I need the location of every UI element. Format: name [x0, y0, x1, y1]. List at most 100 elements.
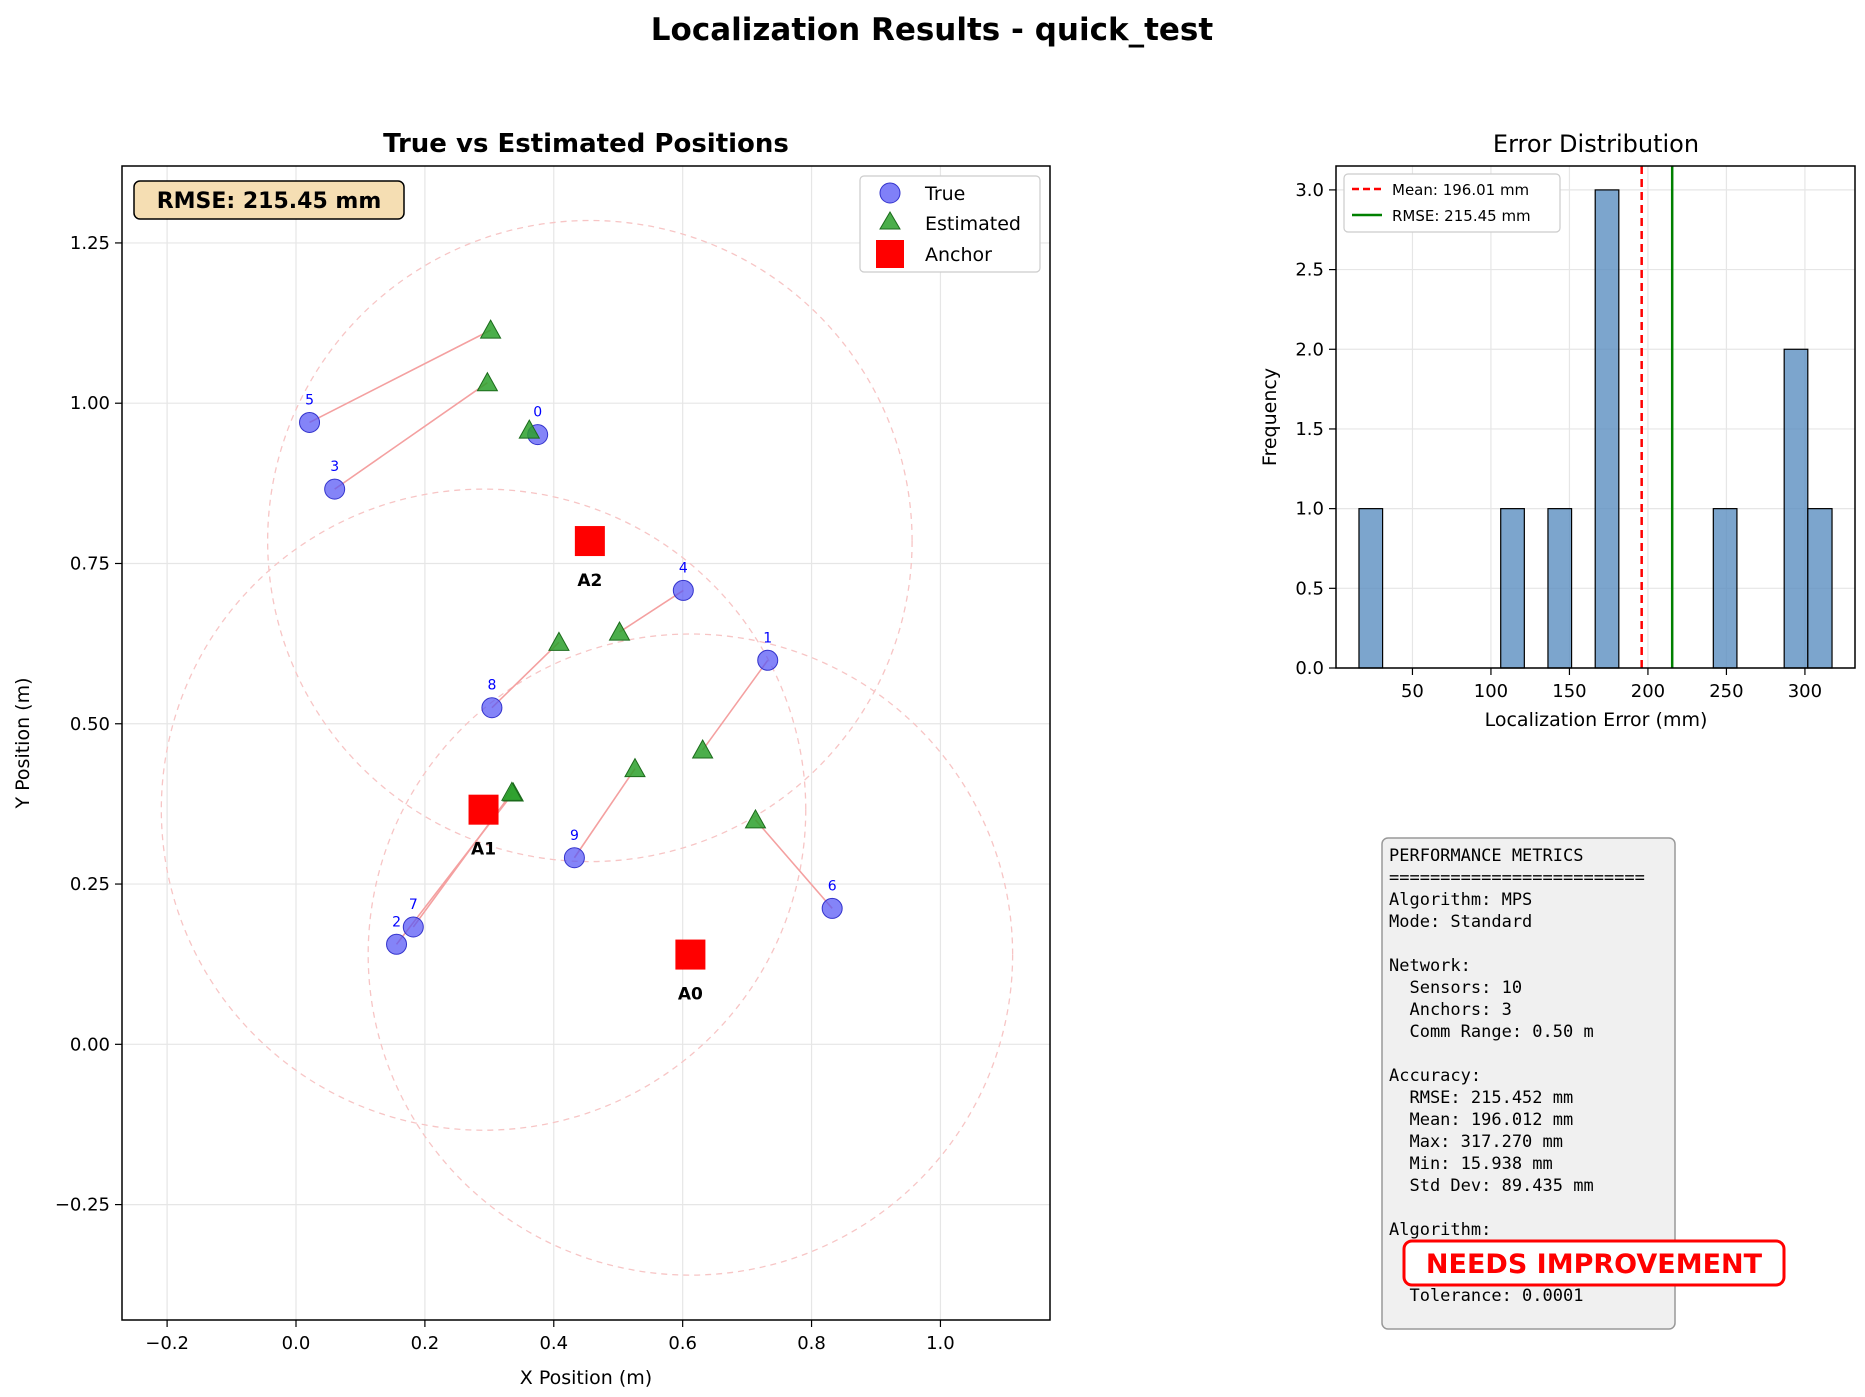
estimated-position-marker	[691, 739, 714, 759]
metrics-line: Tolerance: 0.0001	[1389, 1286, 1583, 1306]
anchor-marker	[574, 526, 605, 557]
x-tick-label: 250	[1709, 681, 1743, 702]
histogram-legend: Mean: 196.01 mm RMSE: 215.45 mm	[1343, 173, 1561, 233]
rmse-annotation-text: RMSE: 215.45 mm	[157, 189, 382, 214]
metrics-line: Algorithm: MPS	[1389, 890, 1532, 910]
y-tick-label: 0.75	[70, 553, 110, 574]
metrics-line: Mode: Standard	[1389, 912, 1532, 932]
histogram-bar	[1547, 508, 1573, 669]
x-tick-label: 0.0	[282, 1333, 311, 1354]
estimated-position-marker	[518, 419, 541, 439]
error-link	[701, 659, 769, 751]
x-tick-label: 300	[1788, 681, 1822, 702]
scatter-grid	[122, 166, 1050, 1320]
comm-range-circle	[266, 219, 913, 863]
metrics-line: Anchors: 3	[1389, 1000, 1512, 1020]
legend-true-marker	[879, 182, 901, 204]
histogram-bar	[1712, 508, 1738, 669]
true-position-marker	[757, 649, 779, 671]
metrics-line: Mean: 196.012 mm	[1389, 1110, 1573, 1130]
y-tick-label: 0.50	[70, 714, 110, 735]
x-tick-label: 50	[1401, 681, 1424, 702]
scatter-x-label: X Position (m)	[520, 1367, 652, 1389]
legend-true-label: True	[924, 183, 965, 205]
metrics-text: PERFORMANCE METRICS=====================…	[1389, 846, 1645, 1306]
legend-estimated-label: Estimated	[925, 213, 1021, 235]
x-tick-label: 0.6	[668, 1333, 697, 1354]
metrics-panel: PERFORMANCE METRICS=====================…	[1381, 837, 1786, 1330]
x-tick-label: 150	[1552, 681, 1586, 702]
estimated-position-marker	[548, 631, 570, 651]
scatter-frame	[121, 165, 1051, 1321]
legend-anchor-marker	[876, 240, 904, 268]
histogram-title: Error Distribution	[1493, 130, 1699, 158]
anchor-marker	[468, 794, 499, 825]
sensor-id-label: 1	[763, 630, 772, 646]
scatter-y-label: Y Position (m)	[12, 678, 34, 810]
histogram-y-label: Frequency	[1259, 368, 1281, 466]
metrics-line: Accuracy:	[1389, 1066, 1481, 1086]
y-tick-label: 2.0	[1295, 339, 1324, 360]
metrics-line: PERFORMANCE METRICS	[1389, 846, 1583, 866]
y-tick-label: 0.0	[1295, 658, 1324, 679]
histogram-frame	[1335, 165, 1856, 669]
estimated-positions	[476, 319, 767, 829]
error-link	[334, 382, 488, 490]
sensor-id-label: 7	[409, 897, 418, 913]
true-position-marker	[481, 697, 503, 719]
anchor-label: A0	[678, 985, 703, 1005]
anchor-label: A2	[577, 571, 602, 591]
y-tick-label: 3.0	[1295, 180, 1324, 201]
metrics-line: Sensors: 10	[1389, 978, 1522, 998]
histogram-bars	[1358, 189, 1833, 669]
metrics-line: =========================	[1389, 868, 1645, 888]
y-tick-label: 1.00	[70, 393, 110, 414]
scatter-legend: True Estimated Anchor	[859, 175, 1041, 273]
estimated-position-marker	[501, 781, 523, 801]
sensor-id-label: 9	[570, 828, 579, 844]
estimated-position-marker	[476, 371, 499, 392]
anchor-positions: A0 A1 A2	[468, 526, 706, 1005]
true-position-marker	[402, 916, 424, 938]
histogram-bar	[1807, 508, 1833, 669]
anchor-label: A1	[471, 840, 496, 860]
rmse-annotation: RMSE: 215.45 mm	[133, 180, 405, 220]
scatter-plot: True vs Estimated Positions A0 A1 A2 0 1 2 3 4…	[12, 129, 1051, 1389]
metrics-line: RMSE: 215.452 mm	[1389, 1088, 1573, 1108]
true-position-marker	[299, 411, 321, 433]
true-position-marker	[821, 897, 843, 919]
y-tick-label: 1.0	[1295, 499, 1324, 520]
sensor-id-label: 5	[305, 392, 314, 408]
error-link	[619, 589, 684, 633]
metrics-line: Std Dev: 89.435 mm	[1389, 1176, 1594, 1196]
x-tick-label: 0.4	[539, 1333, 568, 1354]
y-tick-label: −0.25	[55, 1195, 110, 1216]
sensor-id-label: 3	[330, 459, 339, 475]
histogram-x-label: Localization Error (mm)	[1485, 709, 1708, 731]
status-badge-text: NEEDS IMPROVEMENT	[1426, 1249, 1763, 1280]
comm-range-circle	[367, 633, 1014, 1276]
x-tick-label: 0.8	[797, 1333, 826, 1354]
histogram-plot: Error Distribution 50 100 150 200 250 300 0.0 0…	[1259, 130, 1856, 731]
estimated-position-marker	[624, 757, 646, 778]
true-position-marker	[324, 478, 346, 500]
sensor-id-label: 6	[828, 878, 837, 894]
estimated-position-marker	[608, 621, 631, 641]
x-tick-label: 100	[1474, 681, 1508, 702]
error-link	[754, 819, 833, 909]
histogram-bar	[1594, 189, 1620, 669]
legend-rmse-label: RMSE: 215.45 mm	[1392, 207, 1531, 225]
metrics-line: Comm Range: 0.50 m	[1389, 1022, 1594, 1042]
error-link	[309, 329, 491, 424]
y-tick-label: 2.5	[1295, 260, 1324, 281]
histogram-bar	[1500, 508, 1525, 669]
error-link	[573, 768, 636, 859]
legend-anchor-label: Anchor	[925, 244, 992, 266]
scatter-ticks: −0.2 0.0 0.2 0.4 0.6 0.8 1.0 −0.25 0.00 0.25 0.50 0…	[55, 233, 955, 1354]
status-badge: NEEDS IMPROVEMENT	[1402, 1239, 1786, 1287]
metrics-line: Network:	[1389, 956, 1471, 976]
y-tick-label: 0.25	[70, 874, 110, 895]
histogram-bar	[1358, 508, 1384, 669]
sensor-id-label: 8	[487, 678, 496, 694]
